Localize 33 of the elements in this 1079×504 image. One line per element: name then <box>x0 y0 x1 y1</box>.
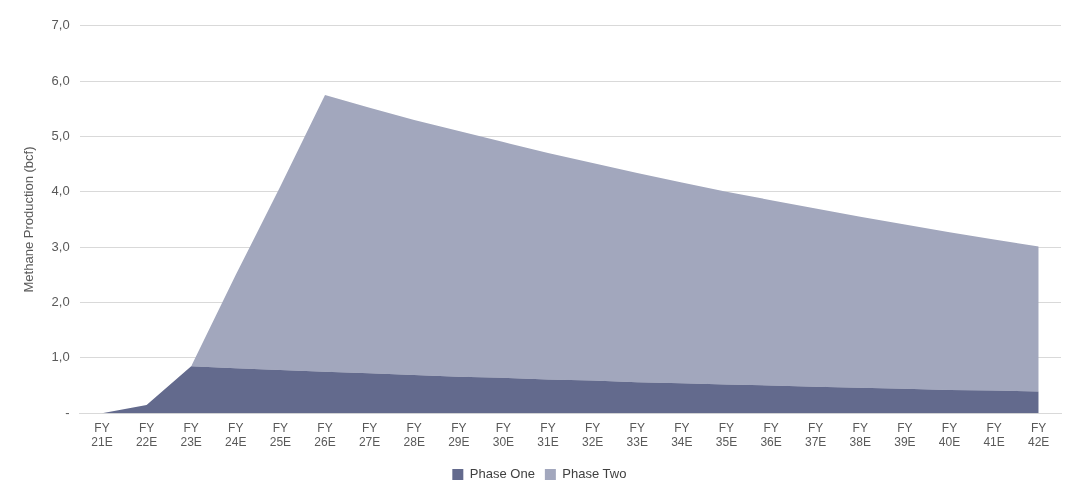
x-tick-label: FY 25E <box>269 420 292 450</box>
x-tick-label: FY 35E <box>715 420 738 450</box>
x-tick-label: FY 32E <box>581 420 604 450</box>
y-tick-label: 6,0 <box>51 72 70 88</box>
x-tick-label: FY 31E <box>537 420 559 450</box>
legend-label: Phase One <box>469 466 535 482</box>
x-tick-label: FY 38E <box>849 420 871 450</box>
x-tick-label: FY 27E <box>358 420 381 450</box>
y-tick-label: - <box>65 404 70 420</box>
x-tick-label: FY 21E <box>91 420 113 450</box>
y-tick-label: 1,0 <box>51 349 70 365</box>
y-tick-label: 7,0 <box>51 17 70 33</box>
x-tick-label: FY 41E <box>983 420 1005 450</box>
x-tick-label: FY 22E <box>135 420 158 450</box>
y-tick-label: 3,0 <box>51 238 70 254</box>
x-tick-label: FY 28E <box>403 420 425 450</box>
y-tick-label: 2,0 <box>51 294 70 310</box>
x-tick-label: FY 42E <box>1028 420 1050 450</box>
x-tick-label: FY 37E <box>804 420 827 450</box>
x-tick-label: FY 24E <box>225 420 247 450</box>
x-tick-label: FY 39E <box>894 420 916 450</box>
y-tick-label: 4,0 <box>51 183 70 199</box>
x-tick-label: FY 36E <box>760 420 782 450</box>
y-axis-title: Methane Production (bcf) <box>21 146 37 293</box>
y-tick-label: 5,0 <box>51 128 70 144</box>
x-tick-label: FY 29E <box>448 420 470 450</box>
x-tick-label: FY 23E <box>180 420 202 450</box>
x-tick-label: FY 33E <box>626 420 648 450</box>
legend-label: Phase Two <box>562 466 627 482</box>
x-tick-label: FY 26E <box>314 420 336 450</box>
x-tick-label: FY 40E <box>938 420 961 450</box>
x-tick-label: FY 30E <box>492 420 515 450</box>
x-tick-label: FY 34E <box>671 420 693 450</box>
